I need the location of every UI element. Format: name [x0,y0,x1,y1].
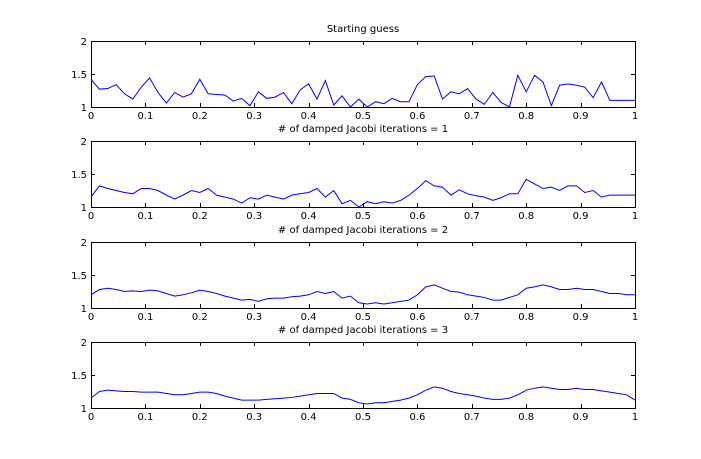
series-line [90,178,635,208]
x-tick-label: 0.5 [355,211,371,222]
x-tick-label: 0.4 [301,111,317,122]
x-tick-label: 0.2 [192,111,208,122]
x-tick-label: 0.2 [192,211,208,222]
x-tick-label: 0 [88,111,94,122]
subplot-title: # of damped Jacobi iterations = 1 [278,124,448,135]
x-tick-label: 0.7 [464,312,480,323]
x-tick-label: 0 [88,312,94,323]
x-tick-label: 0.3 [246,211,262,222]
x-tick-label: 0.8 [518,111,534,122]
y-tick-label: 2 [81,338,87,349]
x-tick-label: 0.6 [409,312,425,323]
x-tick-label: 1 [632,111,638,122]
x-tick-label: 1 [632,412,638,423]
series-line [90,386,636,405]
x-tick-label: 0.4 [301,312,317,323]
y-tick-label: 2 [81,238,87,249]
x-tick-label: 1 [632,211,638,222]
x-tick-label: 0.9 [573,312,589,323]
x-tick-label: 0.4 [301,211,317,222]
subplot-2: # of damped Jacobi iterations = 1 0 0.1 0.2… [71,124,638,222]
y-tick-label: 1.5 [71,170,87,181]
x-tick-label: 0.2 [192,312,208,323]
x-tick-label: 0.1 [137,211,153,222]
x-tick-label: 0.3 [246,412,262,423]
y-tick-label: 2 [81,137,87,148]
x-tick-label: 0.2 [192,412,208,423]
x-tick-label: 0.4 [301,412,317,423]
x-tick-label: 0.7 [464,211,480,222]
y-tick-label: 1.5 [71,271,87,282]
x-tick-label: 0.6 [409,412,425,423]
subplot-3: # of damped Jacobi iterations = 2 0 0.1 0.2… [71,225,638,323]
x-tick-label: 0.6 [409,211,425,222]
x-tick-label: 0.3 [246,111,262,122]
subplot-title: # of damped Jacobi iterations = 3 [278,325,448,336]
x-tick-label: 0.9 [573,111,589,122]
x-tick-label: 0 [88,211,94,222]
x-tick-label: 0.5 [355,111,371,122]
x-tick-label: 0.1 [137,111,153,122]
y-tick-label: 1.5 [71,371,87,382]
y-tick-label: 1 [81,404,87,415]
y-tick-label: 1 [81,304,87,315]
y-tick-label: 1.5 [71,70,87,81]
x-tick-label: 0.5 [355,412,371,423]
x-tick-label: 0.3 [246,312,262,323]
subplot-4: # of damped Jacobi iterations = 3 0 0.1 0.2… [71,325,638,423]
subplot-title: # of damped Jacobi iterations = 2 [278,225,448,236]
x-tick-label: 0.8 [518,211,534,222]
x-tick-label: 1 [632,312,638,323]
x-tick-label: 0.1 [137,312,153,323]
x-tick-label: 0.8 [518,312,534,323]
y-tick-label: 1 [81,203,87,214]
subplot-1: Starting guess 0 0.1 0.2 0.3 0.4 0.5 0.6 0.7 0.8 0… [71,24,638,122]
x-tick-label: 0.1 [137,412,153,423]
x-tick-label: 0.8 [518,412,534,423]
x-tick-label: 0.6 [409,111,425,122]
subplot-title: Starting guess [327,24,399,35]
x-tick-label: 0.5 [355,312,371,323]
y-tick-label: 2 [81,37,87,48]
axes-frame [91,41,636,108]
x-tick-label: 0.9 [573,412,589,423]
axes-frame [91,242,636,309]
y-tick-label: 1 [81,103,87,114]
x-tick-label: 0 [88,412,94,423]
x-tick-label: 0.7 [464,412,480,423]
series-line [90,73,635,108]
axes-frame [91,141,636,208]
x-tick-label: 0.7 [464,111,480,122]
series-line [90,284,635,305]
x-tick-label: 0.9 [573,211,589,222]
axes-frame [91,342,636,409]
